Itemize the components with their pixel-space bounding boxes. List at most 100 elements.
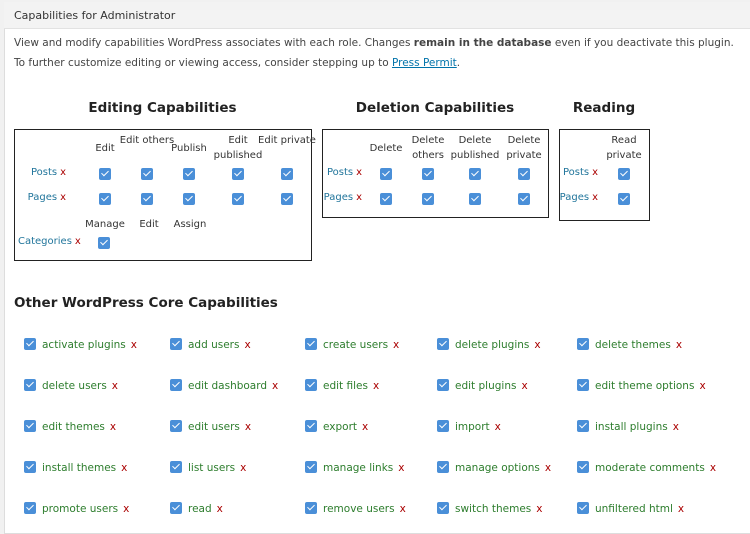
remove-x-icon[interactable]: x <box>709 462 717 474</box>
remove-x-icon[interactable]: x <box>536 503 543 515</box>
capability-label[interactable]: read <box>188 503 212 515</box>
capability-checkbox[interactable] <box>24 420 36 432</box>
remove-x-icon[interactable]: x <box>130 339 137 351</box>
capability-checkbox[interactable] <box>305 502 317 514</box>
remove-x-icon[interactable]: x <box>494 421 501 433</box>
row-label-pages[interactable]: Pages x <box>560 192 598 203</box>
capability-checkbox[interactable] <box>170 502 182 514</box>
capability-checkbox[interactable] <box>422 193 434 205</box>
capability-item[interactable]: remove users x <box>305 502 406 515</box>
capability-label[interactable]: export <box>323 421 358 433</box>
capability-checkbox[interactable] <box>99 168 111 180</box>
capability-checkbox[interactable] <box>232 193 244 205</box>
capability-label[interactable]: edit plugins <box>455 380 517 392</box>
row-label-pages[interactable]: Pages x <box>324 192 362 203</box>
capability-checkbox[interactable] <box>305 420 317 432</box>
capability-label[interactable]: manage options <box>455 462 540 474</box>
capability-checkbox[interactable] <box>437 379 449 391</box>
remove-x-icon[interactable]: x <box>675 339 683 351</box>
remove-x-icon[interactable]: x <box>699 380 706 392</box>
capability-checkbox[interactable] <box>24 338 36 350</box>
remove-x-icon[interactable]: x <box>393 339 400 351</box>
capability-checkbox[interactable] <box>437 338 449 350</box>
remove-x-icon[interactable]: x <box>272 380 279 392</box>
capability-item[interactable]: import x <box>437 420 501 433</box>
row-label-text[interactable]: Categories <box>18 236 72 247</box>
remove-x-icon[interactable]: x <box>677 503 685 515</box>
capability-item[interactable]: manage options x <box>437 461 551 474</box>
remove-x-icon[interactable]: x <box>111 380 119 392</box>
capability-label[interactable]: create users <box>323 339 389 351</box>
capability-checkbox[interactable] <box>24 502 36 514</box>
capability-checkbox[interactable] <box>305 338 317 350</box>
remove-x-icon[interactable]: x <box>398 462 405 474</box>
remove-x-icon[interactable]: x <box>109 421 117 433</box>
row-label-text[interactable]: Posts <box>326 167 354 178</box>
capability-checkbox[interactable] <box>170 461 182 473</box>
remove-x-icon[interactable]: x <box>544 462 552 474</box>
capability-label[interactable]: edit themes <box>42 421 105 433</box>
row-label-pages[interactable]: Pages x <box>28 192 66 203</box>
remove-x-icon[interactable]: x <box>356 167 362 178</box>
capability-checkbox[interactable] <box>183 168 195 180</box>
capability-item[interactable]: edit files x <box>305 379 379 392</box>
capability-label[interactable]: edit files <box>323 380 368 392</box>
capability-label[interactable]: promote users <box>42 503 119 515</box>
capability-checkbox[interactable] <box>24 379 36 391</box>
capability-checkbox[interactable] <box>518 168 530 180</box>
remove-x-icon[interactable]: x <box>60 167 66 178</box>
capability-checkbox[interactable] <box>141 193 153 205</box>
capability-checkbox[interactable] <box>437 420 449 432</box>
capability-item[interactable]: unfiltered html x <box>577 502 684 515</box>
capability-label[interactable]: unfiltered html <box>595 503 673 515</box>
capability-item[interactable]: delete themes x <box>577 338 682 351</box>
capability-item[interactable]: install themes x <box>24 461 127 474</box>
capability-checkbox[interactable] <box>170 338 182 350</box>
capability-checkbox[interactable] <box>577 502 589 514</box>
capability-checkbox[interactable] <box>24 461 36 473</box>
capability-checkbox[interactable] <box>437 461 449 473</box>
capability-label[interactable]: moderate comments <box>595 462 705 474</box>
row-label-text[interactable]: Posts <box>30 167 58 178</box>
capability-item[interactable]: switch themes x <box>437 502 542 515</box>
capability-checkbox[interactable] <box>141 168 153 180</box>
capability-item[interactable]: read x <box>170 502 223 515</box>
capability-item[interactable]: install plugins x <box>577 420 679 433</box>
row-label-text[interactable]: Pages <box>323 192 354 203</box>
capability-item[interactable]: delete plugins x <box>437 338 541 351</box>
capability-checkbox[interactable] <box>618 193 630 205</box>
capability-label[interactable]: import <box>455 421 490 433</box>
capability-label[interactable]: delete plugins <box>455 339 530 351</box>
row-label-categories[interactable]: Categories x <box>18 236 81 247</box>
capability-checkbox[interactable] <box>577 379 589 391</box>
capability-checkbox[interactable] <box>577 420 589 432</box>
capability-checkbox[interactable] <box>469 193 481 205</box>
remove-x-icon[interactable]: x <box>592 192 598 203</box>
remove-x-icon[interactable]: x <box>244 421 252 433</box>
capability-label[interactable]: remove users <box>323 503 395 515</box>
capability-label[interactable]: delete users <box>42 380 107 392</box>
capability-checkbox[interactable] <box>469 168 481 180</box>
capability-checkbox[interactable] <box>305 461 317 473</box>
capability-item[interactable]: edit plugins x <box>437 379 528 392</box>
capability-checkbox[interactable] <box>380 193 392 205</box>
capability-checkbox[interactable] <box>232 168 244 180</box>
row-label-posts[interactable]: Posts x <box>31 167 66 178</box>
capability-checkbox[interactable] <box>518 193 530 205</box>
remove-x-icon[interactable]: x <box>534 339 541 351</box>
capability-item[interactable]: promote users x <box>24 502 129 515</box>
capability-label[interactable]: activate plugins <box>42 339 126 351</box>
capability-checkbox[interactable] <box>99 193 111 205</box>
row-label-text[interactable]: Pages <box>559 192 590 203</box>
remove-x-icon[interactable]: x <box>121 462 128 474</box>
capability-label[interactable]: add users <box>188 339 240 351</box>
capability-item[interactable]: delete users x <box>24 379 118 392</box>
remove-x-icon[interactable]: x <box>216 503 223 515</box>
remove-x-icon[interactable]: x <box>372 380 380 392</box>
capability-item[interactable]: manage links x <box>305 461 404 474</box>
capability-item[interactable]: list users x <box>170 461 246 474</box>
capability-item[interactable]: edit users x <box>170 420 251 433</box>
remove-x-icon[interactable]: x <box>356 192 362 203</box>
capability-checkbox[interactable] <box>577 338 589 350</box>
capability-label[interactable]: manage links <box>323 462 394 474</box>
